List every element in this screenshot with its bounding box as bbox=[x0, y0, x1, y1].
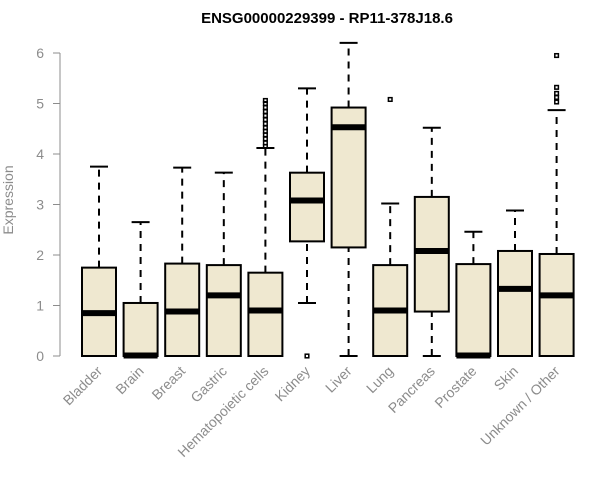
x-tick-label: Lung bbox=[363, 363, 396, 396]
outlier-point bbox=[262, 117, 268, 123]
x-tick-label: Kidney bbox=[272, 363, 314, 405]
box-group bbox=[538, 52, 575, 358]
iqr-box bbox=[497, 249, 533, 358]
y-tick-label: 5 bbox=[36, 96, 44, 112]
y-axis-label: Expression bbox=[0, 165, 16, 234]
x-tick-label: Unknown / Other bbox=[477, 363, 563, 449]
box-group bbox=[205, 171, 242, 358]
outlier-point bbox=[554, 94, 560, 100]
iqr-box bbox=[289, 171, 325, 243]
iqr-box bbox=[330, 106, 367, 249]
box-group bbox=[330, 41, 367, 357]
box-group bbox=[247, 97, 284, 357]
outlier-point bbox=[262, 140, 268, 146]
y-tick-label: 4 bbox=[36, 146, 44, 162]
x-tick-label: Bladder bbox=[60, 363, 106, 409]
outlier-point bbox=[262, 97, 268, 104]
outlier-point bbox=[262, 104, 268, 111]
iqr-box bbox=[247, 271, 284, 357]
y-tick-label: 0 bbox=[36, 348, 44, 364]
outlier-point bbox=[554, 52, 560, 59]
x-tick-label: Liver bbox=[322, 363, 355, 396]
x-tick-label: Brain bbox=[112, 363, 146, 397]
plot-area bbox=[81, 41, 575, 359]
box-group bbox=[122, 221, 159, 359]
y-tick-label: 2 bbox=[36, 247, 44, 263]
iqr-box bbox=[413, 195, 450, 313]
x-tick-label: Skin bbox=[491, 363, 522, 394]
box-group bbox=[455, 230, 492, 359]
outlier-point bbox=[262, 121, 268, 127]
outlier-point bbox=[262, 125, 268, 131]
outlier-point bbox=[262, 113, 268, 119]
outlier-point bbox=[554, 90, 560, 96]
chart-title: ENSG00000229399 - RP11-378J18.6 bbox=[201, 10, 453, 27]
box-group bbox=[81, 165, 117, 357]
iqr-box bbox=[538, 252, 575, 358]
y-tick-label: 6 bbox=[36, 45, 44, 61]
box-group bbox=[289, 87, 325, 359]
box-group bbox=[164, 166, 201, 357]
outlier-point bbox=[554, 99, 560, 105]
x-tick-label: Breast bbox=[148, 363, 188, 403]
box-group bbox=[497, 209, 533, 358]
outlier-point bbox=[554, 84, 560, 90]
y-tick-label: 3 bbox=[36, 197, 44, 213]
y-axis-ticks: 0 1 2 3 4 5 6 bbox=[36, 45, 60, 364]
box-group bbox=[413, 126, 450, 357]
outlier-point bbox=[262, 109, 268, 115]
outlier-point bbox=[304, 353, 310, 359]
iqr-box bbox=[122, 301, 159, 358]
x-tick-label: Prostate bbox=[431, 363, 479, 411]
outlier-point bbox=[387, 96, 393, 103]
y-tick-label: 1 bbox=[36, 298, 44, 314]
outlier-point bbox=[262, 136, 268, 142]
box-group bbox=[372, 96, 409, 358]
iqr-box bbox=[205, 264, 242, 358]
iqr-box bbox=[455, 263, 492, 357]
